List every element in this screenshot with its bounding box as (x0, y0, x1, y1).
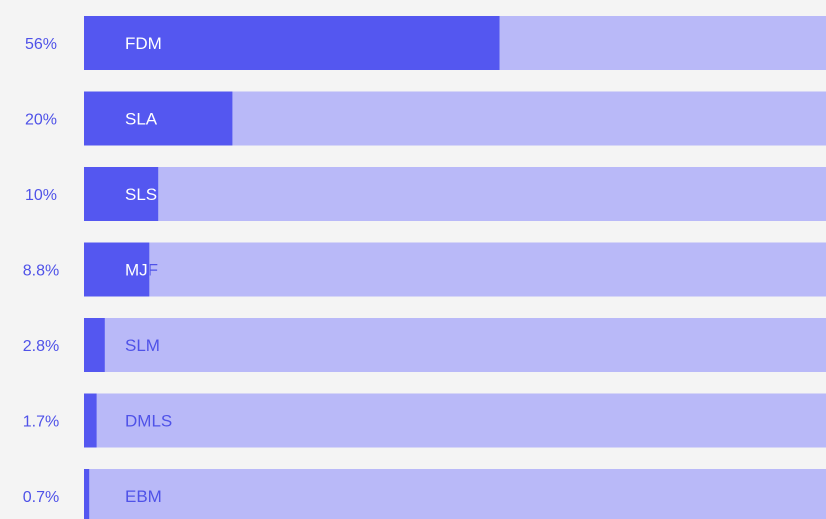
value-label-mjf: 8.8% (23, 263, 59, 280)
bar-ebm (84, 469, 90, 519)
value-label-ebm: 0.7% (23, 489, 59, 506)
category-label-overlay-sls: SLS (125, 185, 157, 204)
bar-track-slm (84, 318, 826, 372)
category-label-sla: SLA (125, 110, 158, 129)
category-label-slm: SLM (125, 336, 160, 355)
bar-fdm (84, 16, 500, 70)
category-label-mjf: MJF (125, 261, 158, 280)
category-label-ebm: EBM (125, 487, 162, 506)
bar-mjf (84, 242, 150, 297)
bar-track-mjf (84, 242, 826, 297)
value-label-sla: 20% (25, 112, 57, 129)
bar-track-sls (84, 167, 826, 221)
bar-track-ebm (84, 469, 826, 519)
value-label-dmls: 1.7% (23, 414, 59, 431)
category-label-dmls: DMLS (125, 412, 172, 431)
value-label-fdm: 56% (25, 36, 57, 53)
category-label-sls: SLS (125, 185, 157, 204)
bar-row-ebm: 0.7%EBMEBM (23, 469, 826, 519)
bar-slm (84, 318, 105, 372)
category-label-fdm: FDM (125, 34, 162, 53)
value-label-sls: 10% (25, 187, 57, 204)
value-label-slm: 2.8% (23, 338, 59, 355)
bar-sla (84, 91, 233, 146)
category-label-overlay-mjf: MJF (125, 261, 158, 280)
bar-dmls (84, 393, 97, 448)
bar-row-slm: 2.8%SLMSLM (23, 318, 826, 372)
bar-track-dmls (84, 393, 826, 448)
bar-sls (84, 167, 159, 221)
category-label-overlay-fdm: FDM (125, 34, 162, 53)
bar-row-dmls: 1.7%DMLSDMLS (23, 393, 826, 448)
category-label-overlay-sla: SLA (125, 110, 158, 129)
